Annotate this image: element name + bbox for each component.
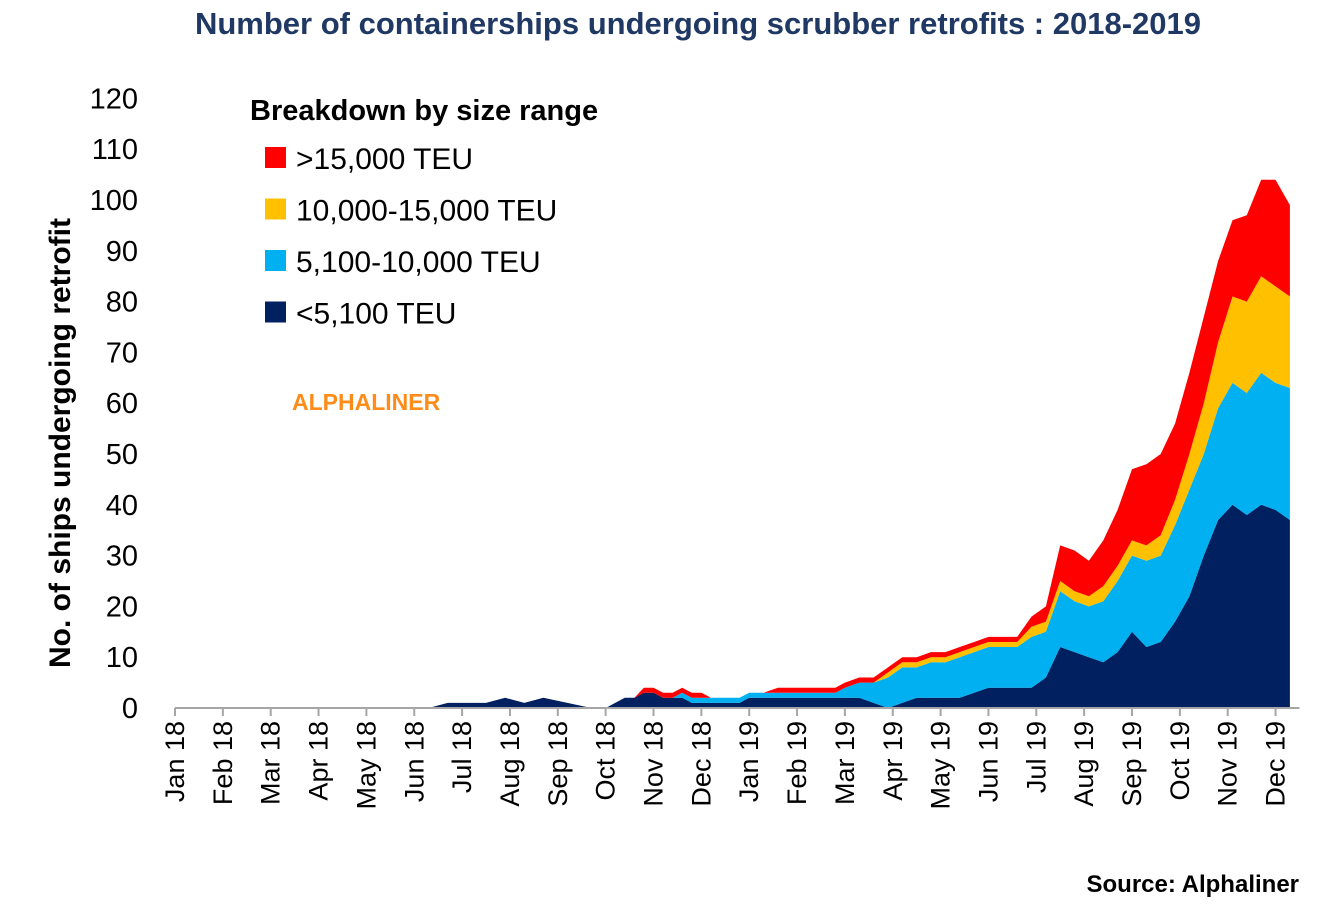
x-tick-label: Sep 19 — [1117, 721, 1147, 807]
y-tick-label: 70 — [106, 337, 138, 369]
legend-swatch — [265, 250, 286, 271]
y-tick-label: 20 — [106, 591, 138, 623]
series-area-0 — [175, 504, 1290, 708]
legend-label: >15,000 TEU — [296, 143, 473, 176]
x-tick-label: May 18 — [351, 721, 381, 810]
y-tick-label: 30 — [106, 541, 138, 573]
x-tick-label: Mar 18 — [256, 721, 286, 805]
y-tick-label: 0 — [122, 693, 138, 725]
legend-label: 5,100-10,000 TEU — [296, 246, 541, 279]
x-tick-label: May 19 — [926, 721, 956, 810]
y-tick-label: 100 — [90, 185, 138, 217]
y-tick-label: 80 — [106, 287, 138, 319]
x-tick-label: Jun 18 — [399, 721, 429, 802]
x-tick-label: Jan 19 — [734, 721, 764, 802]
legend-swatch — [265, 301, 286, 323]
x-tick-label: Nov 19 — [1213, 721, 1243, 807]
x-tick-label: Aug 19 — [1069, 721, 1099, 807]
x-tick-label: Dec 19 — [1261, 721, 1291, 807]
x-tick-label: Aug 18 — [495, 721, 525, 807]
watermark: ALPHALINER — [292, 389, 441, 415]
x-tick-label: Oct 19 — [1165, 721, 1195, 801]
x-tick-label: Apr 18 — [304, 721, 334, 801]
x-tick-label: Jan 18 — [160, 721, 190, 802]
legend-label: <5,100 TEU — [296, 298, 456, 331]
x-tick-label: Mar 19 — [830, 721, 860, 805]
y-tick-label: 110 — [92, 134, 138, 166]
x-tick-label: Dec 18 — [686, 721, 716, 807]
y-tick-label: 40 — [106, 490, 138, 522]
x-tick-label: Jun 19 — [973, 721, 1003, 802]
legend: Breakdown by size range >15,000 TEU 10,00… — [250, 95, 598, 331]
source-note: Source: Alphaliner — [1087, 871, 1299, 898]
x-tick-label: Jul 19 — [1021, 721, 1051, 793]
legend-label: 10,000-15,000 TEU — [296, 195, 557, 228]
y-tick-label: 120 — [90, 83, 138, 115]
y-axis: 0 10 20 30 40 50 60 70 80 90 100 110 120 — [90, 83, 138, 725]
legend-title: Breakdown by size range — [250, 95, 598, 127]
x-tick-label: Apr 19 — [878, 721, 908, 801]
x-tick-label: Sep 18 — [543, 721, 573, 807]
x-tick-label: Nov 18 — [639, 721, 669, 807]
x-tick-label: Jul 18 — [447, 721, 477, 793]
stacked-areas — [175, 179, 1290, 708]
y-axis-label: No. of ships undergoing retrofit — [44, 218, 77, 668]
y-tick-label: 10 — [106, 642, 138, 674]
y-tick-label: 60 — [106, 388, 138, 420]
x-tick-label: Oct 18 — [591, 721, 621, 801]
legend-swatch — [265, 147, 286, 168]
x-axis: Jan 18 Feb 18 Mar 18 Apr 18 May 18 Jun 18 Jul … — [160, 707, 1300, 810]
y-tick-label: 50 — [106, 439, 138, 471]
chart-title: Number of containerships undergoing scru… — [195, 6, 1201, 41]
legend-swatch — [265, 198, 286, 220]
y-tick-label: 90 — [106, 236, 138, 268]
x-tick-label: Feb 18 — [208, 721, 238, 805]
x-tick-label: Feb 19 — [782, 721, 812, 805]
